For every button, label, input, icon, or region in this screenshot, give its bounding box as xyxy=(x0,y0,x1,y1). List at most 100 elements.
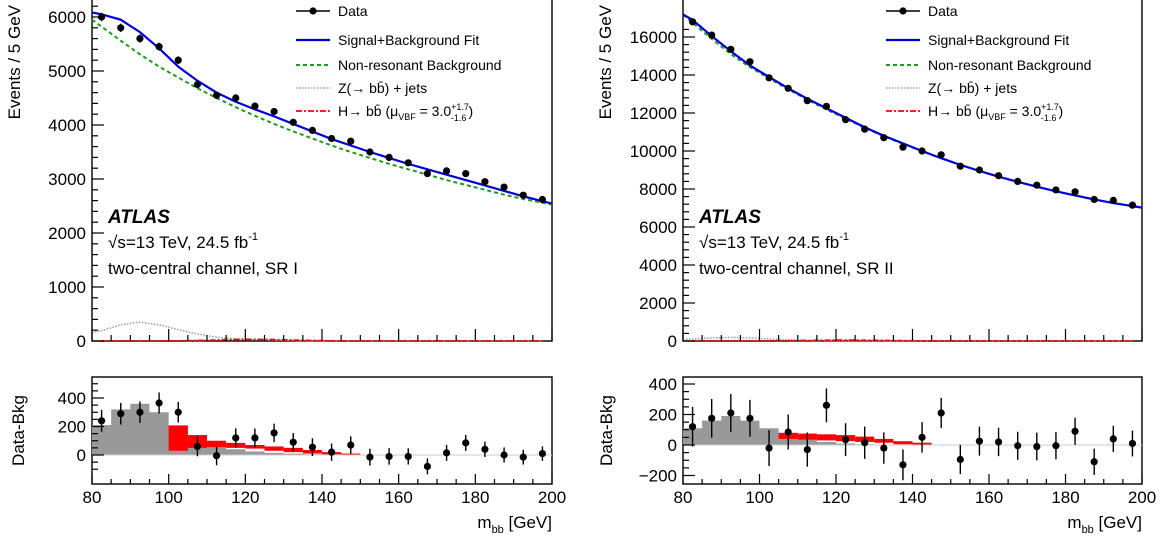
ratio-data-point xyxy=(861,439,869,447)
data-point xyxy=(1033,181,1041,189)
x-tick-label: 80 xyxy=(674,488,693,507)
ratio-data-point xyxy=(404,452,412,461)
data-point xyxy=(765,74,773,82)
ratio-data-point xyxy=(1033,442,1041,451)
ratio-data-point xyxy=(841,436,850,444)
ratio-y-axis-label: Data-Bkg xyxy=(597,395,616,466)
y-tick-label: 4000 xyxy=(48,116,86,135)
ratio-data-point xyxy=(251,434,259,442)
ratio-y-tick-label: 0 xyxy=(77,446,86,465)
background-curve xyxy=(91,18,553,206)
ratio-data-point xyxy=(956,455,964,464)
data-point xyxy=(289,118,297,126)
data-point xyxy=(1109,196,1117,204)
data-point xyxy=(308,126,317,134)
atlas-label: ATLAS xyxy=(698,207,761,228)
data-point xyxy=(500,183,508,191)
y-tick-label: 2000 xyxy=(48,224,86,243)
x-axis-label: mbb [GeV] xyxy=(477,513,552,536)
legend-data-marker xyxy=(899,7,907,15)
legend-data-marker xyxy=(309,7,317,15)
data-point xyxy=(442,167,451,175)
data-point xyxy=(956,162,964,170)
ratio-data-point xyxy=(519,453,527,461)
x-tick-label: 180 xyxy=(1051,488,1079,507)
data-point xyxy=(1128,201,1137,209)
y-tick-label: 6000 xyxy=(639,218,677,237)
data-point xyxy=(1052,186,1060,194)
ratio-data-point xyxy=(727,409,735,417)
data-point xyxy=(937,151,945,159)
x-tick-label: 120 xyxy=(231,488,259,507)
x-tick-label: 160 xyxy=(384,488,412,507)
ratio-data-point xyxy=(481,445,489,453)
x-tick-label: 140 xyxy=(308,488,336,507)
ratio-data-point xyxy=(538,449,547,458)
y-tick-label: 5000 xyxy=(48,62,86,81)
ratio-higgs-bin xyxy=(264,446,284,451)
ratio-y-tick-label: 400 xyxy=(649,375,677,394)
data-point xyxy=(994,172,1003,180)
ratio-data-point xyxy=(289,438,297,446)
ratio-data-point xyxy=(1052,442,1060,450)
legend-h-prefix: H→ bb̄ (μ xyxy=(338,103,398,119)
legend-h-low: -1.6 xyxy=(451,113,467,123)
ratio-data-point xyxy=(232,434,240,442)
data-point xyxy=(404,159,412,167)
data-point xyxy=(1090,195,1098,204)
y-tick-label: 4000 xyxy=(639,256,677,275)
ratio-data-point xyxy=(308,443,317,451)
data-point xyxy=(899,143,907,151)
data-point xyxy=(880,134,888,142)
legend-h-sub: VBF xyxy=(398,112,416,122)
x-tick-label: 80 xyxy=(83,488,102,507)
data-point xyxy=(918,147,926,155)
y-tick-label: 0 xyxy=(77,332,86,351)
ratio-data-point xyxy=(765,444,773,452)
data-point xyxy=(347,137,355,145)
legend-h-sup: +1.7 xyxy=(1041,102,1059,112)
main-plot-frame xyxy=(682,0,1143,342)
ratio-higgs-bin xyxy=(168,425,188,451)
y-tick-label: 2000 xyxy=(639,294,677,313)
ratio-data-point xyxy=(994,438,1003,446)
ratio-data-point xyxy=(97,417,106,425)
ratio-data-point xyxy=(1014,442,1022,450)
x-axis-label-sub: bb xyxy=(1082,524,1094,536)
legend-fit-label: Signal+Background Fit xyxy=(338,32,479,48)
atlas-label: ATLAS xyxy=(107,207,170,228)
x-tick-label: 140 xyxy=(898,488,926,507)
energy-label: √s=13 TeV, 24.5 fb-1 xyxy=(108,231,258,252)
ratio-data-point xyxy=(366,453,374,461)
ratio-data-point xyxy=(746,414,754,422)
y-tick-label: 12000 xyxy=(630,104,677,123)
ratio-higgs-bin xyxy=(893,441,913,445)
ratio-y-tick-label: 200 xyxy=(58,418,86,437)
right-figure-panel: 0200040006000800010000120001400016000Eve… xyxy=(596,0,1156,536)
data-point xyxy=(232,94,240,102)
energy-text: √s=13 TeV, 24.5 fb xyxy=(108,233,248,252)
legend-h-label: H→ bb̄ (μVBF = 3.0+1.7 -1.6) xyxy=(928,102,1063,123)
z-jets-curve xyxy=(91,321,543,342)
x-axis-label-unit: [GeV] xyxy=(1094,513,1142,532)
data-point xyxy=(212,91,221,99)
x-tick-label: 100 xyxy=(745,488,773,507)
ratio-data-point xyxy=(385,452,393,461)
legend-h-sub: VBF xyxy=(988,112,1006,122)
ratio-data-point xyxy=(784,428,792,436)
x-axis-label-unit: [GeV] xyxy=(504,513,552,532)
data-point xyxy=(519,191,527,199)
ratio-data-point xyxy=(136,408,144,416)
data-point xyxy=(251,102,259,110)
energy-sup: -1 xyxy=(248,231,258,243)
x-tick-label: 160 xyxy=(975,488,1003,507)
y-tick-label: 8000 xyxy=(639,180,677,199)
data-point xyxy=(803,97,811,105)
data-point xyxy=(708,31,716,39)
ratio-data-point xyxy=(155,399,163,407)
ratio-data-point xyxy=(1128,439,1137,448)
energy-text: √s=13 TeV, 24.5 fb xyxy=(699,233,839,252)
ratio-data-point xyxy=(117,410,125,418)
ratio-data-point xyxy=(803,445,811,454)
legend-h-mid: = 3.0 xyxy=(1006,103,1042,119)
